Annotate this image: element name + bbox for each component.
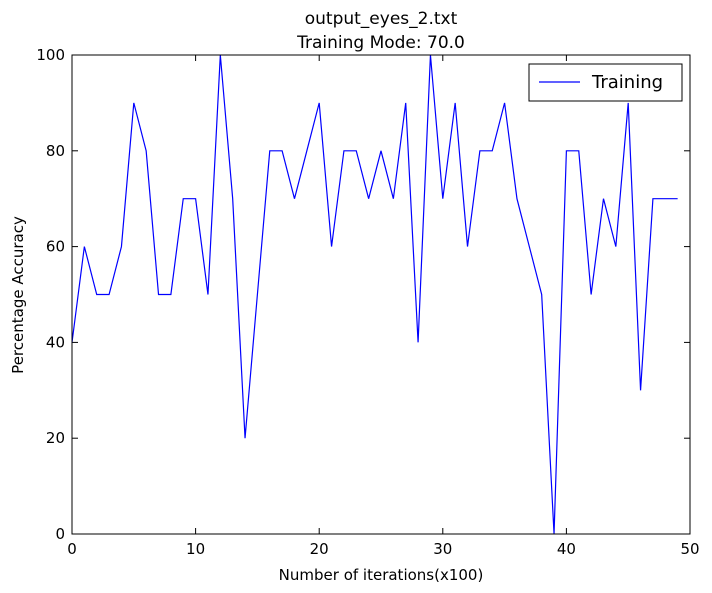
x-axis-label: Number of iterations(x100) [279,566,484,584]
legend-label: Training [591,72,663,93]
x-tick-label: 50 [680,540,699,558]
y-tick-label: 100 [36,46,65,64]
y-tick-label: 20 [46,429,65,447]
y-tick-label: 80 [46,142,65,160]
x-tick-label: 0 [67,540,77,558]
x-tick-label: 40 [557,540,576,558]
x-tick-label: 30 [433,540,452,558]
x-tick-label: 20 [310,540,329,558]
plot-frame [71,54,691,535]
chart-subtitle: Training Mode: 70.0 [296,33,465,53]
y-tick-label: 0 [55,525,65,543]
legend: Training [528,63,683,102]
axis-tick-labels: 0 10 20 30 40 50 0 20 40 60 80 100 [36,46,699,558]
y-tick-label: 40 [46,333,65,351]
chart-title: output_eyes_2.txt [305,9,458,29]
series-layer [71,54,678,535]
x-tick-label: 10 [186,540,205,558]
y-tick-label: 60 [46,238,65,256]
y-axis-label: Percentage Accuracy [9,216,27,374]
series-line-training [71,54,678,535]
